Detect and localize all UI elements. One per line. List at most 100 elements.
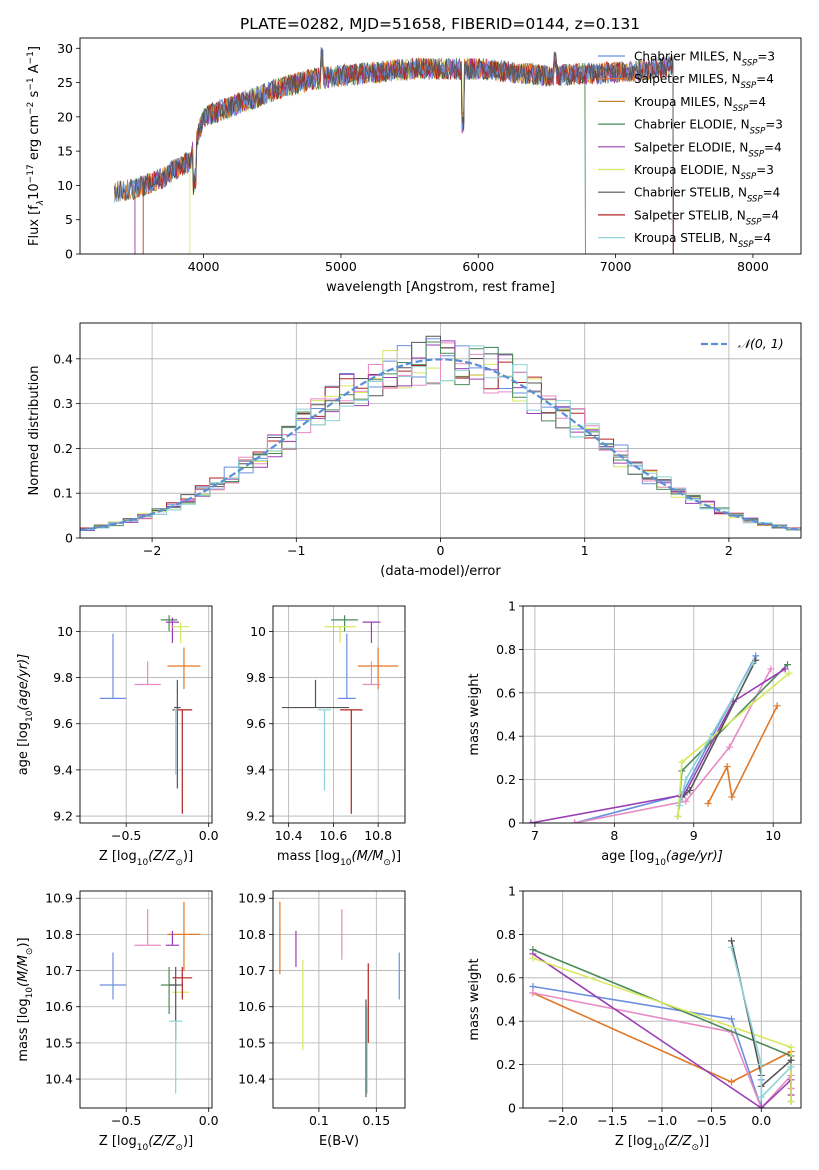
spectrum-ytick-label: 30 [57,41,73,56]
spectrum-line-kroupa-miles [113,51,674,254]
mass-vs-Z-ytick-label: 10.4 [45,1072,73,1087]
mass-vs-ebv-xlabel: E(B-V) [319,1134,359,1149]
axes-frame [522,890,802,1109]
mass-vs-Z-panel: −0.5 0.010.410.510.610.710.810.9Z [log10(… [16,890,219,1153]
legend-val: =3 [756,163,774,177]
label-part: 10 [653,1143,665,1153]
spectrum-line-kroupa-stelib [113,54,674,254]
label-part: ⊙ [383,858,391,868]
label-part: )] [16,937,31,947]
weight-line [530,668,786,823]
age-vs-mass-xtick-label: 10.8 [364,828,392,843]
mass-weight-vs-Z-ylabel: mass weight [467,958,482,1040]
mass-vs-ebv-plot-area [279,901,400,1098]
mass-weight-vs-age-plot-area [527,652,793,823]
label-part: 10 [137,1143,149,1153]
label-part: mass [log [277,849,340,864]
label-part: Z [log [615,1134,653,1149]
legend-val: =4 [761,208,779,222]
mass-weight-vs-age-ytick-label: 0 [508,816,516,831]
residuals-xtick-label: 0 [437,543,445,558]
weight-marker [787,1063,795,1071]
weight-marker [674,812,682,820]
legend-sub: SSP [741,172,757,182]
mass-weight-vs-Z-xtick-label: −1.5 [597,1113,627,1128]
weight-marker [527,819,535,823]
label-part: ⊙ [175,858,183,868]
weight-marker [728,937,735,945]
spectrum-ytick-label: 15 [57,144,73,159]
legend-text: Salpeter STELIB, N [634,208,746,222]
spectrum-panel: 4000 5000 6000 7000 8000 0 5 10 15 20 25 30 waveleng… [26,37,802,295]
legend-label: Salpeter MILES, NSSP=4 [634,72,774,91]
legend-text: Kroupa STELIB, N [634,231,738,245]
legend-val: =4 [756,72,774,86]
age-vs-Z-xlabel: Z [log10(Z/Z⊙)] [99,849,193,868]
age-vs-Z-ytick-label: 9.6 [53,716,73,731]
age-vs-Z-ytick-label: 9.8 [53,670,73,685]
weight-marker [728,1078,735,1086]
histogram-step [80,342,801,530]
legend-label: 𝒩(0, 1) [738,336,784,351]
legend-sub: SSP [747,195,763,205]
weight-line [574,668,772,823]
legend-val: =4 [764,140,782,154]
label-part: −1 [26,77,36,90]
mass-vs-Z-ytick-label: 10.8 [45,927,73,942]
age-vs-mass-plot-area [281,615,399,814]
mass-weight-vs-Z-panel: −2.0 −1.5 −1.0 −0.5 0.0 0 0.2 0.4 0.6 0.8 1 Z [log1… [467,884,802,1153]
mass-weight-vs-Z-xtick-label: −1.0 [647,1113,677,1128]
weight-marker [728,793,736,801]
label-part: )] [183,849,193,864]
spectrum-xtick-label: 4000 [188,259,220,274]
spectrum-ytick-label: 25 [57,75,73,90]
age-vs-Z-ytick-label: 9.4 [53,762,73,777]
residuals-panel: −2 −1 0 1 2 0 0.1 0.2 0.3 0.4 (data-model)/error No… [27,322,802,579]
spectrum-ytick-label: 10 [57,178,73,193]
residuals-plot-area [80,335,801,532]
label-part: −2 [26,102,36,115]
label-part: Flux [f [27,205,42,246]
weight-marker [773,702,781,710]
mass-weight-vs-Z-xtick-label: −2.0 [548,1113,578,1128]
residuals-xtick-label: 1 [581,543,589,558]
axes-frame [272,890,406,1109]
label-part: λ [36,200,46,206]
weight-marker [726,743,734,751]
weight-marker [781,665,789,673]
age-vs-Z-ytick-label: 10 [57,624,73,639]
legend-text: Kroupa MILES, N [634,95,733,109]
mass-weight-vs-age-ytick-label: 1 [508,599,516,614]
residuals-ytick-label: 0.1 [53,486,73,501]
mass-weight-vs-age-xlabel: age [log10(age/yr)] [601,849,723,868]
spectrum-xlabel: wavelength [Angstrom, rest frame] [326,280,555,295]
weight-marker [757,1093,765,1101]
weight-line [532,985,763,1108]
label-part: (age/yr)] [16,654,31,711]
spectrum-line-chabrier-stelib [113,49,674,254]
label-part: (age/yr)] [666,849,723,864]
legend-label: Salpeter ELODIE, NSSP=4 [634,140,782,159]
age-vs-Z-plot-area [99,615,201,814]
residuals-ytick-label: 0.4 [53,351,73,366]
mass-vs-Z-ytick-label: 10.9 [45,891,73,906]
label-part: 10 [654,858,666,868]
label-part: (Z/Z [148,1134,176,1149]
legend-label: Kroupa STELIB, NSSP=4 [634,231,771,250]
label-part: s [27,90,42,101]
mass-weight-vs-Z-plot-area [529,937,795,1108]
weight-line [730,947,792,1100]
mass-weight-vs-Z-xtick-label: 0.0 [751,1113,771,1128]
legend-text: Salpeter ELODIE, N [634,140,748,154]
label-part: (M/M [352,849,384,864]
legend-sub: SSP [746,217,762,227]
legend-val: =3 [765,118,783,132]
legend-sub: SSP [742,59,758,69]
spectrum-xtick-label: 8000 [737,259,769,274]
legend-label: Chabrier STELIB, NSSP=4 [634,186,780,205]
legend-label: Chabrier MILES, NSSP=3 [634,50,775,69]
legend-val: =3 [757,50,775,64]
label-part: ⊙ [25,948,35,956]
